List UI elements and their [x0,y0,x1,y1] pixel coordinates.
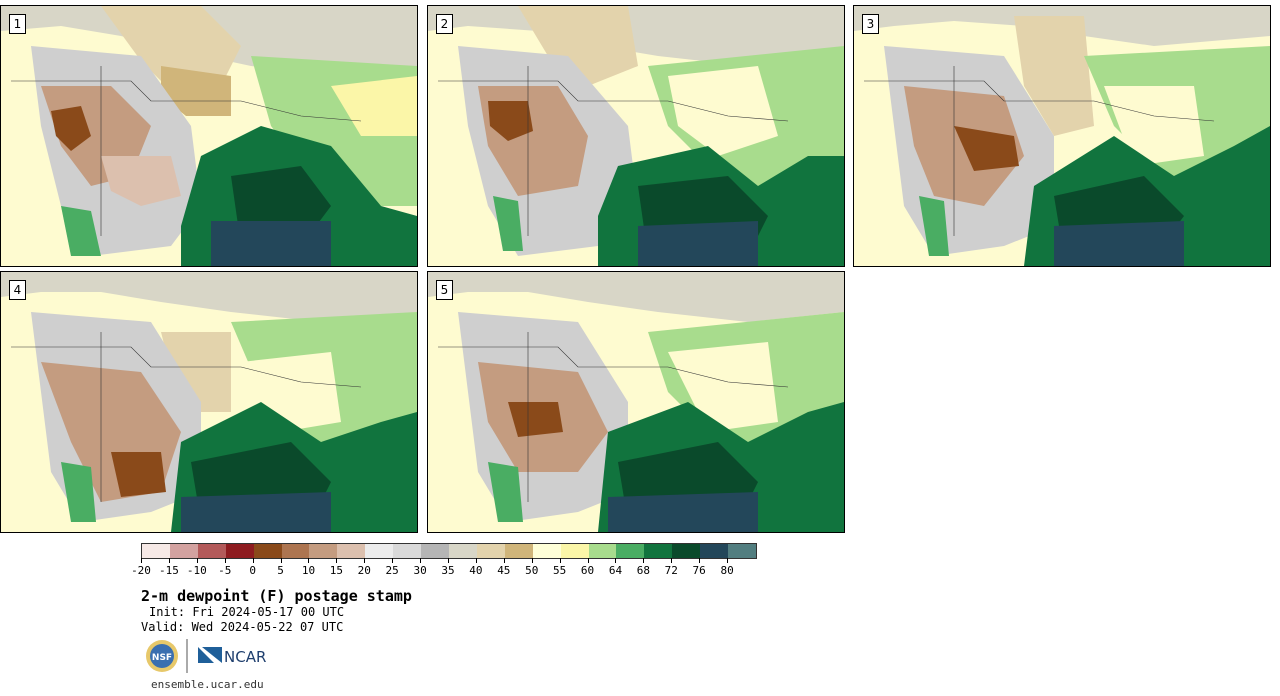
colorbar-swatch [225,544,254,558]
colorbar-tick-label: -20 [131,564,151,577]
panel-label: 1 [9,14,26,34]
colorbar-swatch [532,544,561,558]
map-panel-3: 3 [853,5,1271,267]
colorbar-tick-label: -10 [186,564,207,577]
colorbar-swatch [197,544,226,558]
colorbar-tick [280,558,282,563]
colorbar-tick-label: 35 [441,564,455,577]
colorbar-tick [224,558,226,563]
colorbar-tick-label: 60 [580,564,595,577]
colorbar-tick-label: 5 [277,564,284,577]
colorbar-tick-label: 0 [249,564,256,577]
colorbar-swatch [476,544,505,558]
dewpoint-map [854,6,1270,266]
colorbar-tick-label: 64 [608,564,623,577]
dewpoint-colorbar [141,543,757,559]
colorbar-tick [364,558,366,563]
colorbar-swatch [672,544,701,558]
colorbar-swatch [393,544,422,558]
colorbar-tick [587,558,589,563]
colorbar-ticks: -20 -15 -10 -5 0 5 10 15 20 25 30 35 40 45 50 55 60 64 68 7… [131,558,755,578]
colorbar-swatch [253,544,282,558]
colorbar-tick-label: -15 [158,564,179,577]
colorbar-tick [671,558,673,563]
colorbar-tick-label: 30 [413,564,427,577]
colorbar-swatch [142,544,170,558]
colorbar-tick [336,558,338,563]
colorbar-tick [643,558,645,563]
colorbar-tick-label: 45 [497,564,511,577]
colorbar-swatch [169,544,198,558]
colorbar-tick [448,558,449,563]
colorbar-swatch [309,544,338,558]
init-time: Init: Fri 2024-05-17 00 UTC [149,605,345,619]
colorbar-tick-label: 72 [664,564,678,577]
colorbar-tick-label: 20 [357,564,371,577]
map-panel-5: 5 [427,271,845,533]
colorbar-tick-label: 80 [720,564,734,577]
panel-label: 4 [9,280,26,300]
colorbar-tick [252,558,254,563]
ncar-logo-text: NCAR [224,648,266,666]
chart-title: 2-m dewpoint (F) postage stamp [141,587,412,605]
colorbar-swatch [337,544,366,558]
colorbar-tick-label: 55 [553,564,567,577]
dewpoint-map [428,6,844,266]
dewpoint-map [428,272,844,532]
panel-label: 3 [862,14,879,34]
logos: NSF NCAR [144,637,284,675]
colorbar-swatch [644,544,673,558]
colorbar-tick [168,558,170,563]
valid-time: Valid: Wed 2024-05-22 07 UTC [141,620,344,634]
colorbar-tick [559,558,561,563]
colorbar-swatch [281,544,310,558]
dewpoint-map [1,6,417,266]
panel-label: 5 [436,280,453,300]
colorbar-swatch [504,544,533,558]
map-panel-1: 1 [0,5,418,267]
colorbar-swatch [365,544,394,558]
colorbar-swatch [616,544,645,558]
colorbar-swatch [560,544,589,558]
colorbar-tick [308,558,310,563]
colorbar-tick [615,558,617,563]
colorbar-tick [699,558,701,563]
colorbar-tick [727,558,729,563]
colorbar-tick-label: 10 [301,564,316,577]
nsf-logo: NSF [146,640,178,672]
colorbar-tick-label: 40 [469,564,483,577]
colorbar-tick [392,558,394,563]
colorbar-tick-label: 15 [329,564,343,577]
nsf-ncar-logos: NSF NCAR [146,639,266,673]
colorbar-tick [475,558,477,563]
nsf-logo-text: NSF [152,653,172,663]
map-panel-2: 2 [427,5,845,267]
colorbar-swatch [421,544,449,558]
colorbar-tick-label: 50 [525,564,539,577]
colorbar-swatch [448,544,477,558]
dewpoint-map [1,272,417,532]
map-panel-4: 4 [0,271,418,533]
colorbar-tick [503,558,505,563]
colorbar-tick-label: 68 [636,564,650,577]
colorbar-tick [196,558,198,563]
colorbar-tick [420,558,422,563]
colorbar-tick-label: 76 [692,564,706,577]
site-url: ensemble.ucar.edu [151,678,264,691]
colorbar-swatch [728,544,756,558]
colorbar-swatch [588,544,617,558]
colorbar-swatch [700,544,729,558]
panel-label: 2 [436,14,453,34]
colorbar-tick-label: 25 [385,564,399,577]
colorbar-tick-label: -5 [218,564,232,577]
colorbar-tick [141,558,142,563]
colorbar-tick [531,558,533,563]
ncar-logo: NCAR [198,647,266,666]
